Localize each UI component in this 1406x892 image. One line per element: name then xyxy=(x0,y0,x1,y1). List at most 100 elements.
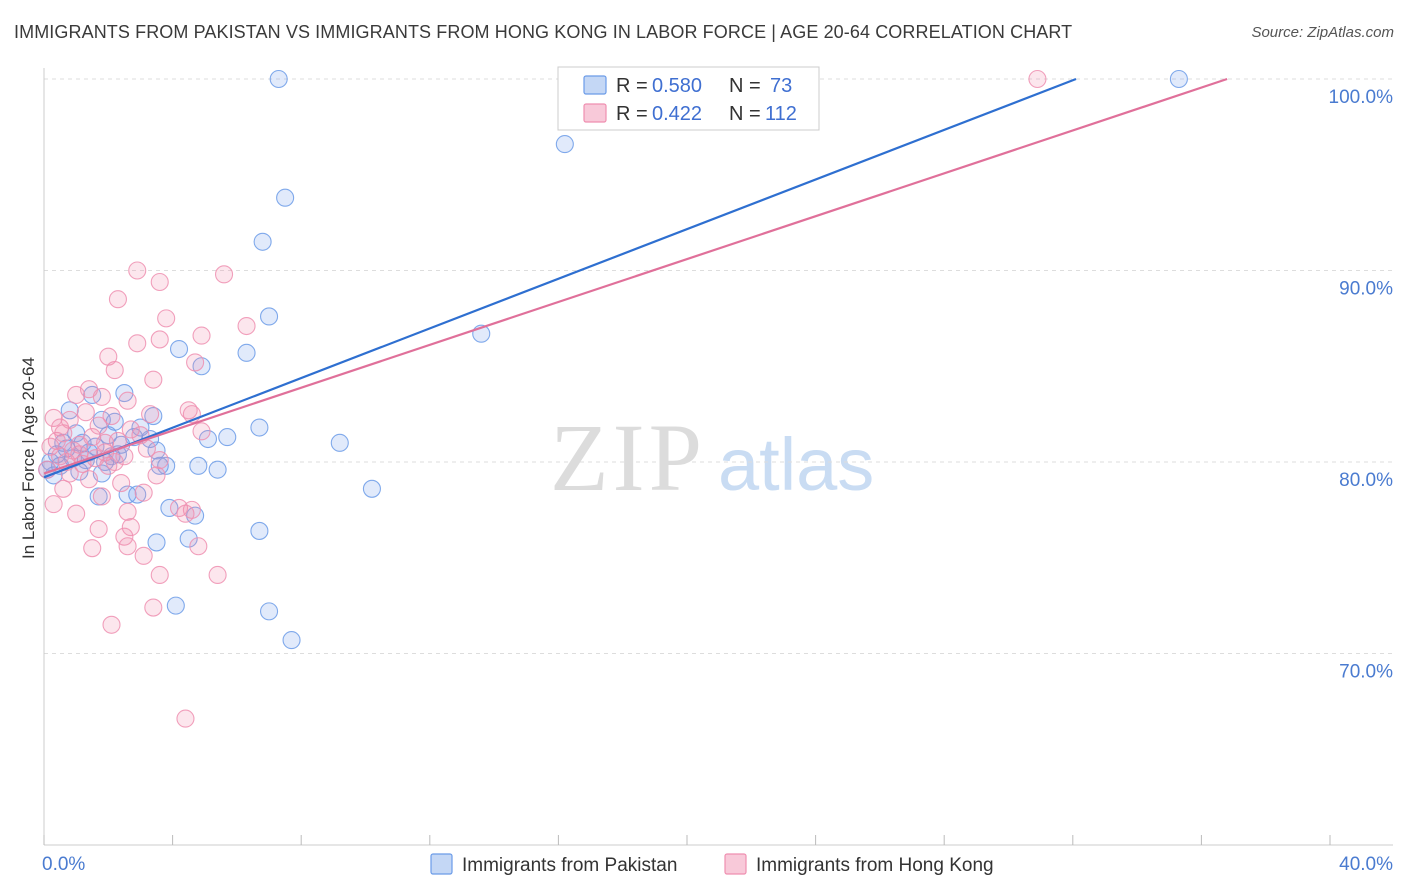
y-axis-label: In Labor Force | Age 20-64 xyxy=(19,357,38,559)
pakistan-point xyxy=(166,596,185,615)
pakistan-point xyxy=(276,188,295,207)
hongkong-point xyxy=(189,537,208,556)
hongkong-trend-line xyxy=(43,77,1228,475)
stats-legend-swatch-pakistan xyxy=(583,75,607,95)
hongkong-point xyxy=(44,408,63,428)
pakistan-point xyxy=(147,533,166,552)
pakistan-point xyxy=(282,631,301,650)
y-tick-label-70: 70.0% xyxy=(1339,662,1393,683)
hongkong-point xyxy=(51,418,70,437)
hongkong-point xyxy=(186,353,205,372)
hongkong-point xyxy=(128,334,147,353)
stats-r-label-pakistan: R = xyxy=(616,75,648,97)
pakistan-point xyxy=(169,339,189,359)
y-tick-label-90: 90.0% xyxy=(1339,279,1393,300)
pakistan-point xyxy=(362,479,381,498)
pakistan-point xyxy=(237,343,256,362)
hongkong-point xyxy=(121,518,140,537)
hongkong-point xyxy=(79,470,99,489)
hongkong-point xyxy=(92,487,111,506)
pakistan-point xyxy=(189,456,208,475)
hongkong-point xyxy=(83,539,102,558)
hongkong-point xyxy=(141,405,160,424)
watermark-atlas: atlas xyxy=(718,423,874,506)
hongkong-point xyxy=(92,387,111,406)
pakistan-point xyxy=(259,307,279,326)
hongkong-point xyxy=(134,546,153,565)
y-tick-label-100: 100.0% xyxy=(1329,87,1394,108)
hongkong-point xyxy=(157,309,176,328)
stats-n-label-pakistan: N = xyxy=(729,75,761,97)
hongkong-point xyxy=(214,265,234,284)
pakistan-point xyxy=(330,433,349,452)
hongkong-point xyxy=(118,391,137,410)
legend-label-hongkong: Immigrants from Hong Kong xyxy=(756,855,994,876)
x-tick-label-max: 40.0% xyxy=(1339,854,1393,875)
watermark-zip: ZIP xyxy=(550,404,706,511)
hongkong-point xyxy=(112,474,131,493)
hongkong-point xyxy=(147,466,166,485)
hongkong-point xyxy=(208,565,227,585)
hongkong-point xyxy=(54,479,73,498)
hongkong-point xyxy=(44,495,63,514)
hongkong-point xyxy=(121,420,140,439)
stats-r-label-hongkong: R = xyxy=(616,103,648,125)
pakistan-point xyxy=(259,602,279,621)
pakistan-point xyxy=(208,460,227,479)
legend-swatch-hongkong xyxy=(724,853,747,875)
pakistan-point xyxy=(144,406,163,426)
hongkong-point xyxy=(102,406,121,426)
hongkong-point xyxy=(67,504,86,523)
hongkong-point xyxy=(237,316,256,336)
x-tick-label-min: 0.0% xyxy=(42,854,85,875)
hongkong-point xyxy=(128,261,147,280)
hongkong-point xyxy=(150,565,169,585)
series-legend: Immigrants from Pakistan Immigrants from… xyxy=(430,853,994,876)
hongkong-point xyxy=(134,483,153,502)
pakistan-point xyxy=(198,429,218,449)
hongkong-point xyxy=(176,504,195,523)
pakistan-point xyxy=(218,428,237,447)
pakistan-point xyxy=(555,135,574,154)
legend-label-pakistan: Immigrants from Pakistan xyxy=(462,855,677,876)
legend-swatch-pakistan xyxy=(430,853,453,875)
pakistan-point xyxy=(128,485,147,504)
pakistan-point xyxy=(160,498,179,518)
stats-n-value-pakistan: 73 xyxy=(770,75,792,97)
pakistan-point xyxy=(150,456,169,475)
hongkong-point xyxy=(1028,69,1047,89)
hongkong-point xyxy=(150,330,169,349)
hongkong-point xyxy=(150,272,169,292)
pakistan-point xyxy=(253,232,272,251)
hongkong-point xyxy=(144,370,163,389)
hongkong-point xyxy=(96,433,115,452)
stats-r-value-pakistan: 0.580 xyxy=(652,75,702,97)
hongkong-point xyxy=(102,615,121,634)
y-tick-label-80: 80.0% xyxy=(1339,470,1393,491)
stats-n-label-hongkong: N = xyxy=(729,103,761,125)
hongkong-point xyxy=(108,290,127,309)
stats-r-value-hongkong: 0.422 xyxy=(652,103,702,125)
pakistan-point xyxy=(250,418,269,437)
pakistan-point xyxy=(269,69,288,89)
chart-title: IMMIGRANTS FROM PAKISTAN VS IMMIGRANTS F… xyxy=(14,22,1073,42)
pakistan-trend-line xyxy=(43,77,1077,479)
hongkong-point xyxy=(115,527,134,546)
pakistan-point xyxy=(1169,69,1188,89)
hongkong-point xyxy=(76,403,95,422)
hongkong-point xyxy=(67,385,86,405)
pakistan-point xyxy=(60,401,79,420)
hongkong-point xyxy=(192,326,211,345)
hongkong-point xyxy=(192,422,211,441)
hongkong-point xyxy=(176,709,195,728)
hongkong-point xyxy=(118,502,137,521)
hongkong-point xyxy=(89,519,108,539)
hongkong-point xyxy=(144,598,163,617)
stats-legend-swatch-hongkong xyxy=(583,103,607,123)
hongkong-point xyxy=(41,437,60,456)
pakistan-point xyxy=(250,521,269,540)
stats-legend: R = 0.580 N = 73 R = 0.422 N = 112 xyxy=(557,66,820,131)
pakistan-point xyxy=(179,529,198,548)
chart-source: Source: ZipAtlas.com xyxy=(1251,24,1394,41)
